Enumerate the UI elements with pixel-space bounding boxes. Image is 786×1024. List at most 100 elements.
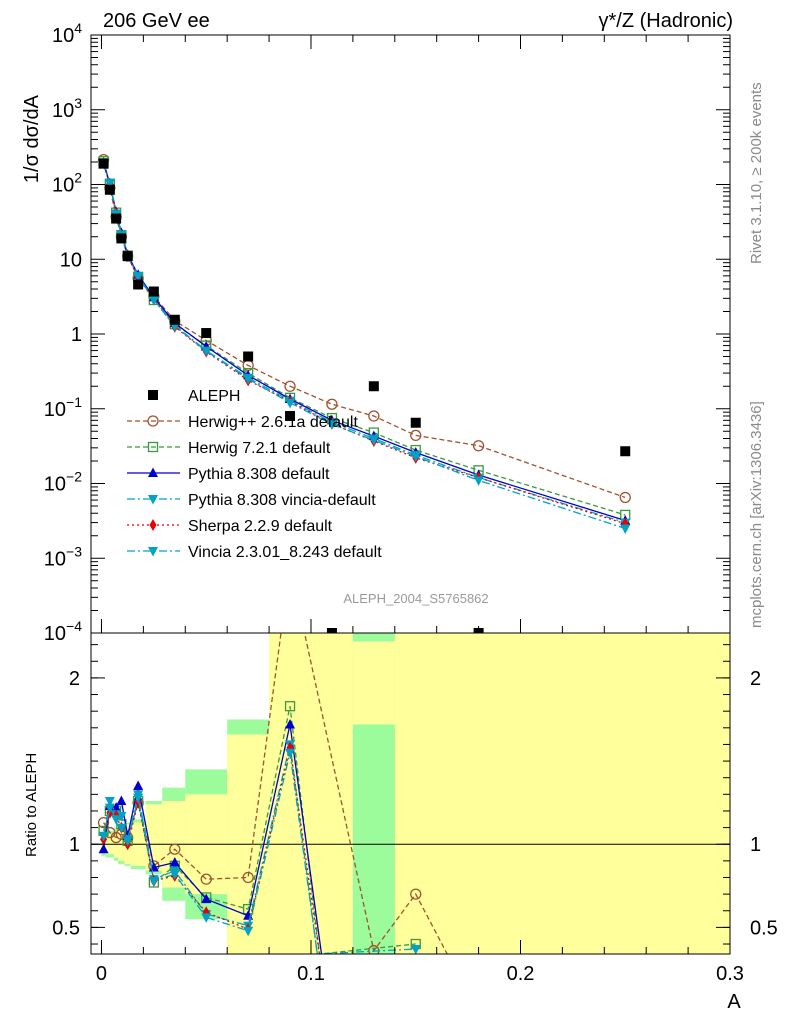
legend-label-pythia: Pythia 8.308 default	[188, 466, 330, 483]
legend-entry-pythia_vincia: Pythia 8.308 vincia-default	[127, 492, 376, 509]
ratio-point-vincia	[243, 926, 254, 937]
ratio-point-herwigpp	[97, 816, 110, 829]
stat-uncertainty-band	[145, 804, 163, 871]
legend-marker-vincia	[148, 547, 158, 557]
total-uncertainty-band-lower	[352, 724, 395, 954]
ratio-y-tick-label-right: 2	[750, 668, 761, 690]
distribution-frame	[90, 34, 731, 634]
ratio-point-vincia	[148, 876, 159, 887]
ratio-point-herwigpp	[169, 843, 181, 855]
ratio-series-layer	[97, 561, 448, 954]
y-tick-label: 104	[52, 20, 82, 47]
point-aleph	[104, 184, 115, 195]
series-vincia	[98, 158, 631, 535]
point-aleph	[122, 251, 133, 262]
legend-marker-herwigpp	[147, 415, 159, 427]
distribution-y-axis: 10−4 10−3 10−2 10−1 1 10 102 103 104	[44, 20, 731, 645]
legend-entry-herwigpp: Herwig++ 2.6.1a default	[127, 414, 358, 431]
series-sherpa	[100, 156, 629, 530]
point-herwigpp	[284, 380, 296, 392]
ratio-point-vincia	[133, 793, 144, 804]
ratio-y-label: Ratio to ALEPH	[23, 753, 40, 857]
point-aleph	[368, 381, 379, 392]
distribution-panel: 10−4 10−3 10−2 10−1 1 10 102 103 104 1/σ dσ/dA A…	[21, 20, 731, 645]
x-tick-label: 0.1	[297, 963, 325, 985]
header-right-label: γ*/Z (Hadronic)	[599, 10, 733, 32]
point-herwigpp	[368, 410, 380, 422]
legend-marker-herwig7	[147, 441, 159, 453]
y-tick-label: 10−2	[44, 469, 82, 496]
ratio-point-pythia	[201, 893, 212, 904]
point-vincia	[410, 452, 421, 462]
ratio-panel: 0.5 0.5 1 1 2 2 0 0.1 0.2 0.3 Ratio to ALEPH A	[23, 561, 778, 1013]
x-tick-label: 0.3	[716, 963, 744, 985]
legend-label-herwig7: Herwig 7.2.1 default	[188, 440, 331, 457]
ratio-point-pythia	[133, 780, 144, 791]
rivet-version-label: Rivet 3.1.10, ≥ 200k events	[748, 82, 765, 264]
ratio-y-tick-label-right: 1	[750, 834, 761, 856]
legend: ALEPH Herwig++ 2.6.1a default Herwig 7.2.1…	[127, 388, 382, 561]
ratio-point-pythia	[98, 843, 109, 854]
x-tick-label: 0.2	[507, 963, 535, 985]
ratio-point-vincia	[169, 870, 180, 880]
point-herwigpp	[410, 429, 422, 442]
uncertainty-bands	[101, 633, 730, 954]
series-pythia	[98, 159, 631, 525]
point-vincia	[133, 272, 144, 282]
ratio-y-tick-label-right: 0.5	[750, 917, 778, 939]
y-tick-label: 102	[52, 170, 82, 197]
ratio-y-tick-label: 0.5	[52, 917, 80, 939]
ratio-point-vincia	[122, 836, 133, 847]
point-vincia	[243, 375, 254, 385]
series-line-pythia	[102, 164, 626, 522]
legend-entry-aleph: ALEPH	[148, 388, 240, 405]
point-aleph	[148, 286, 159, 297]
distribution-y-label: 1/σ dσ/dA	[21, 94, 43, 183]
x-axis-label: A	[727, 991, 741, 1013]
ratio-point-pythia	[116, 795, 127, 805]
point-aleph	[111, 213, 122, 224]
stat-uncertainty-band	[394, 633, 730, 954]
point-aleph	[620, 446, 631, 457]
total-uncertainty-band-upper	[352, 633, 395, 642]
ratio-point-herwigpp	[410, 888, 422, 900]
ratio-point-pythia_vincia	[410, 945, 421, 954]
ratio-frame	[90, 632, 731, 955]
ratio-point-vincia	[98, 831, 109, 842]
ratio-point-herwig7	[284, 701, 296, 712]
point-aleph	[285, 410, 296, 421]
point-aleph	[326, 628, 337, 633]
point-herwigpp	[472, 440, 485, 452]
legend-marker-aleph	[148, 390, 158, 400]
point-aleph	[98, 158, 109, 169]
point-vincia	[620, 524, 631, 535]
stat-uncertainty-band	[352, 641, 395, 725]
point-vincia	[285, 398, 296, 409]
ratio-point-pythia_vincia	[104, 796, 115, 807]
header-left-label: 206 GeV ee	[103, 10, 210, 32]
y-tick-label: 10−4	[44, 618, 82, 645]
ratio-point-pythia_vincia	[116, 811, 127, 822]
ratio-y-tick-label: 1	[69, 834, 80, 856]
y-tick-label: 10	[60, 249, 82, 271]
series-line-vincia	[102, 162, 626, 530]
y-tick-label: 10−3	[44, 543, 82, 570]
ratio-series-vincia	[98, 748, 318, 954]
ratio-y-tick-label: 2	[69, 668, 80, 690]
ratio-point-vincia	[104, 803, 115, 814]
legend-label-aleph: ALEPH	[188, 388, 240, 405]
y-tick-label: 1	[71, 324, 82, 346]
ratio-point-pythia	[169, 857, 180, 867]
legend-label-herwigpp: Herwig++ 2.6.1a default	[188, 414, 358, 431]
ratio-point-vincia	[285, 748, 296, 759]
point-vincia	[368, 436, 379, 446]
legend-entry-pythia: Pythia 8.308 default	[127, 466, 330, 483]
x-tick-label: 0	[96, 963, 107, 985]
ratio-series-pythia	[98, 718, 323, 954]
point-vincia	[148, 296, 159, 306]
ratio-point-herwigpp	[285, 561, 295, 571]
legend-label-pythia_vincia: Pythia 8.308 vincia-default	[188, 492, 376, 509]
point-herwigpp	[619, 491, 631, 504]
series-aleph	[98, 158, 631, 633]
